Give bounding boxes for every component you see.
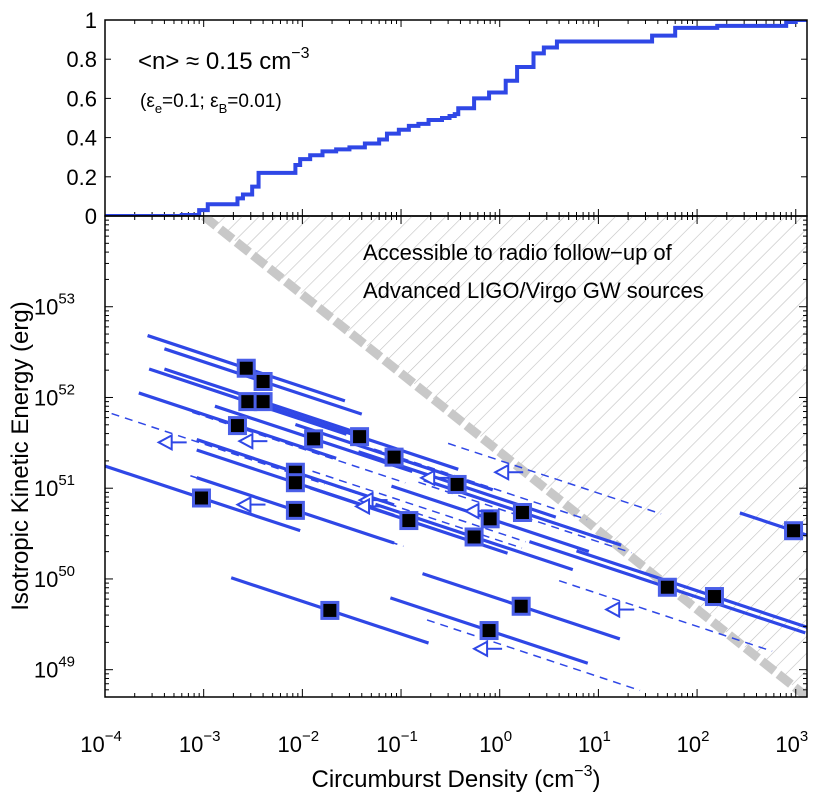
cdf-annotation-density: <n> ≈ 0.15 cm−3 — [138, 45, 310, 75]
cdf-y-tick-label: 0.6 — [66, 86, 97, 111]
measurement-marker — [464, 527, 484, 547]
measurement-marker — [253, 392, 273, 412]
measurement-marker — [191, 488, 211, 508]
cdf-panel: 0 0.2 0.4 0.6 0.8 1 <n> ≈ 0.15 cm−3 (εe=0.1; … — [66, 8, 808, 229]
measurement-marker — [480, 509, 500, 529]
measurement-marker — [320, 600, 340, 620]
x-tick-label: 10−1 — [376, 728, 418, 757]
measurement-marker — [253, 371, 273, 391]
measurement-marker — [784, 521, 804, 541]
cdf-y-tick-label: 0 — [85, 204, 97, 229]
upper-limit-arrow — [471, 640, 489, 658]
measurement-marker — [238, 392, 258, 412]
x-tick-label: 10−4 — [80, 728, 122, 757]
cdf-annotation-params: (εe=0.1; εB=0.01) — [140, 91, 282, 116]
upper-limit-track — [373, 448, 588, 521]
measurement-marker — [704, 587, 724, 607]
measurement-marker — [447, 474, 467, 494]
x-tick-label: 10−3 — [179, 728, 221, 757]
cdf-y-tick-label: 0.2 — [66, 165, 97, 190]
upper-limit-arrows — [156, 432, 635, 658]
y-tick-label: 1052 — [34, 381, 75, 410]
measurement-marker — [512, 502, 532, 522]
measurement-marker — [350, 427, 370, 447]
x-axis-label: Circumburst Density (cm−3) — [312, 763, 601, 793]
measurement-marker — [285, 473, 305, 493]
measurement-markers — [191, 358, 804, 641]
measurement-marker — [479, 621, 499, 641]
measurement-marker — [227, 416, 247, 436]
measurement-marker — [657, 577, 677, 597]
cdf-y-tick-label: 1 — [85, 8, 97, 33]
upper-limit-track — [426, 619, 641, 692]
y-tick-label: 1049 — [34, 654, 75, 683]
measurement-marker — [304, 429, 324, 449]
x-axis-ticks: 10−4 10−3 10−2 10−1 100 101 102 103 — [80, 216, 808, 757]
upper-limit-track — [447, 442, 662, 515]
x-tick-label: 100 — [479, 728, 512, 757]
cdf-step-line — [105, 20, 807, 216]
x-tick-label: 10−2 — [278, 728, 320, 757]
measurement-marker — [236, 358, 256, 378]
upper-limit-track — [558, 579, 773, 652]
measurement-marker — [384, 447, 404, 467]
x-tick-label: 103 — [775, 728, 808, 757]
measurement-marker — [511, 596, 531, 616]
upper-limit-arrow — [237, 432, 254, 450]
upper-limit-track — [192, 411, 406, 484]
cdf-y-tick-label: 0.4 — [66, 126, 97, 151]
upper-limit-arrow — [463, 502, 480, 520]
scatter-frame — [104, 215, 808, 698]
upper-limit-track — [312, 470, 526, 543]
region-label-line1: Accessible to radio follow−up of — [363, 240, 673, 265]
y-tick-label: 1051 — [34, 472, 75, 501]
y-tick-label: 1053 — [34, 291, 75, 320]
measurement-marker — [285, 500, 305, 520]
measurement-marker — [399, 511, 419, 531]
x-tick-label: 101 — [578, 728, 611, 757]
upper-limit-arrow — [156, 433, 173, 452]
energy-density-panel: 10−4 10−3 10−2 10−1 100 101 102 103 1049 1050 105… — [7, 215, 808, 793]
region-label-line2: Advanced LIGO/Virgo GW sources — [363, 278, 704, 303]
y-tick-label: 1050 — [34, 563, 75, 592]
cdf-y-tick-label: 0.8 — [66, 47, 97, 72]
cdf-y-ticks: 0 0.2 0.4 0.6 0.8 1 — [66, 8, 807, 229]
y-axis-ticks: 1049 1050 1051 1052 1053 — [34, 219, 807, 698]
sensitivity-boundary-line — [200, 216, 807, 697]
upper-limit-arrow — [604, 600, 621, 619]
upper-limit-arrow — [493, 463, 510, 481]
x-tick-label: 102 — [677, 728, 710, 757]
y-axis-label: Isotropic Kinetic Energy (erg) — [7, 301, 34, 610]
